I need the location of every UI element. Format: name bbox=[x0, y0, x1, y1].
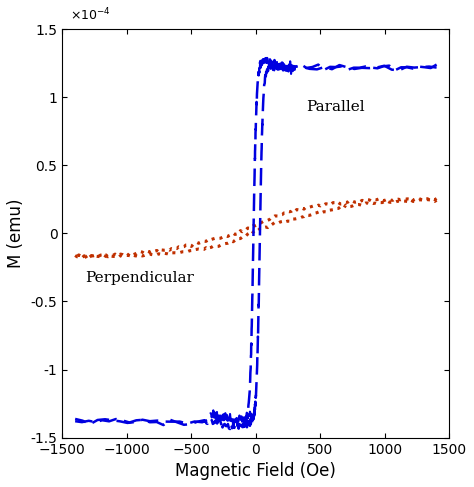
Text: $\times10^{-4}$: $\times10^{-4}$ bbox=[70, 6, 111, 23]
Y-axis label: M (emu): M (emu) bbox=[7, 199, 25, 268]
Text: Parallel: Parallel bbox=[306, 100, 365, 114]
Text: Perpendicular: Perpendicular bbox=[85, 271, 194, 285]
X-axis label: Magnetic Field (Oe): Magnetic Field (Oe) bbox=[175, 462, 336, 480]
